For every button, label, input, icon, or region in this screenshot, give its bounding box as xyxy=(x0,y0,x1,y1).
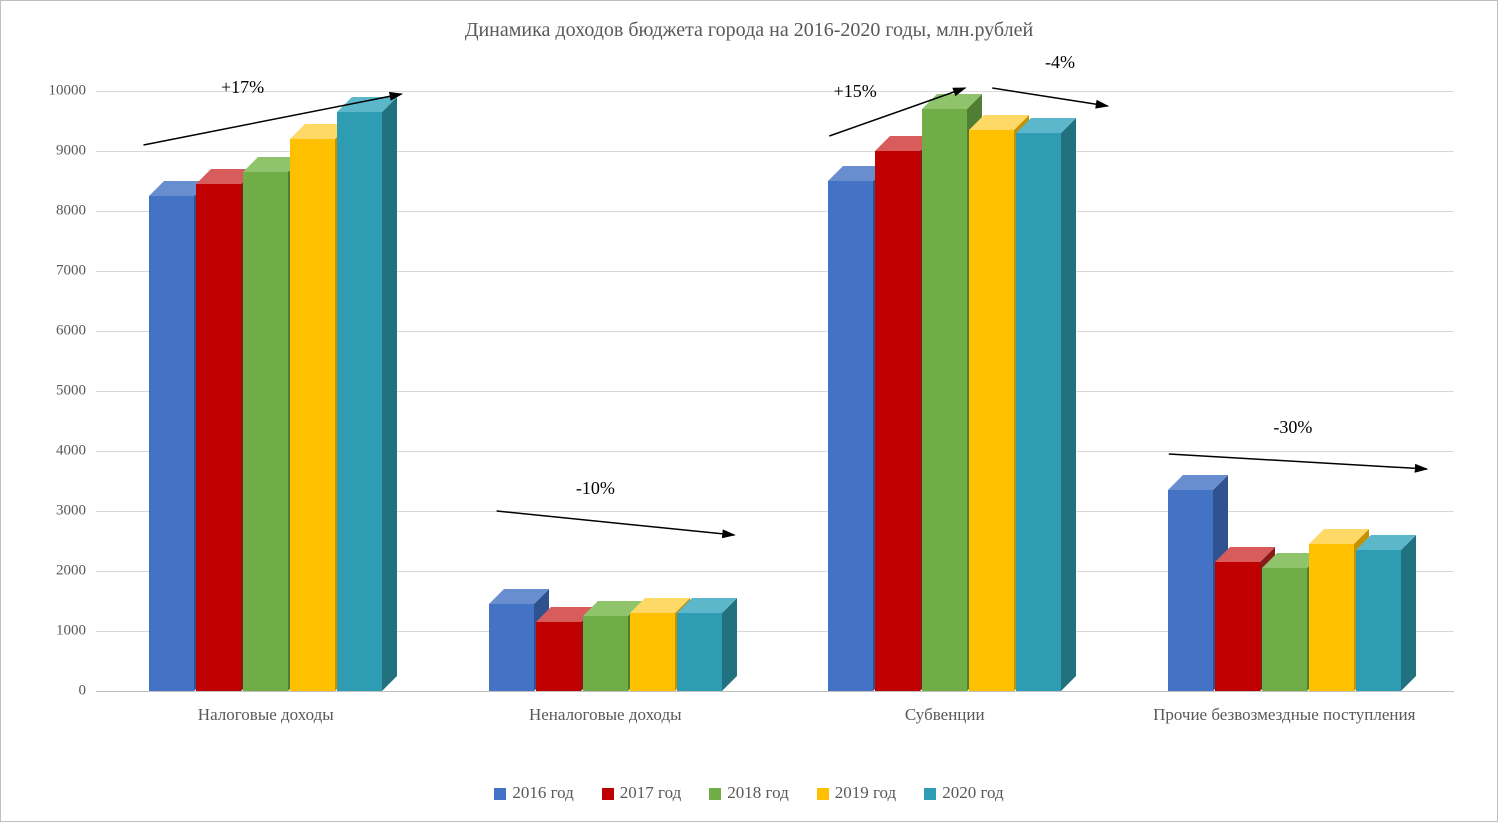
bar xyxy=(337,97,397,691)
ytick-label: 10000 xyxy=(26,83,86,100)
xaxis-label: Неналоговые доходы xyxy=(452,705,758,725)
ytick-label: 5000 xyxy=(26,383,86,400)
ytick-label: 0 xyxy=(26,683,86,700)
legend-item: 2017 год xyxy=(602,783,681,803)
ytick-label: 6000 xyxy=(26,323,86,340)
budget-chart: Динамика доходов бюджета города на 2016-… xyxy=(0,0,1498,822)
xaxis-label: Налоговые доходы xyxy=(113,705,419,725)
xaxis-label: Прочие безвозмездные поступления xyxy=(1131,705,1437,725)
legend-label: 2016 год xyxy=(512,783,573,802)
ytick-label: 2000 xyxy=(26,563,86,580)
legend-label: 2020 год xyxy=(942,783,1003,802)
legend-swatch-icon xyxy=(602,788,614,800)
legend-item: 2016 год xyxy=(494,783,573,803)
legend-item: 2020 год xyxy=(924,783,1003,803)
trend-label: -4% xyxy=(1045,52,1075,73)
trend-label: -10% xyxy=(576,478,615,499)
chart-title: Динамика доходов бюджета города на 2016-… xyxy=(1,1,1497,42)
plot-area: 0100020003000400050006000700080009000100… xyxy=(96,91,1454,691)
bar xyxy=(1356,535,1416,691)
ytick-label: 4000 xyxy=(26,443,86,460)
legend-item: 2018 год xyxy=(709,783,788,803)
trend-label: +17% xyxy=(221,77,264,98)
chart-legend: 2016 год 2017 год 2018 год 2019 год 2020 год xyxy=(1,783,1497,803)
trend-label: +15% xyxy=(834,81,877,102)
gridline xyxy=(96,691,1454,692)
legend-label: 2019 год xyxy=(835,783,896,802)
gridline xyxy=(96,91,1454,92)
legend-swatch-icon xyxy=(817,788,829,800)
legend-item: 2019 год xyxy=(817,783,896,803)
ytick-label: 3000 xyxy=(26,503,86,520)
ytick-label: 7000 xyxy=(26,263,86,280)
ytick-label: 9000 xyxy=(26,143,86,160)
bar xyxy=(677,598,737,691)
legend-swatch-icon xyxy=(709,788,721,800)
legend-label: 2017 год xyxy=(620,783,681,802)
xaxis-label: Субвенции xyxy=(792,705,1098,725)
legend-label: 2018 год xyxy=(727,783,788,802)
legend-swatch-icon xyxy=(924,788,936,800)
bar xyxy=(1016,118,1076,691)
trend-label: -30% xyxy=(1273,417,1312,438)
legend-swatch-icon xyxy=(494,788,506,800)
ytick-label: 8000 xyxy=(26,203,86,220)
ytick-label: 1000 xyxy=(26,623,86,640)
